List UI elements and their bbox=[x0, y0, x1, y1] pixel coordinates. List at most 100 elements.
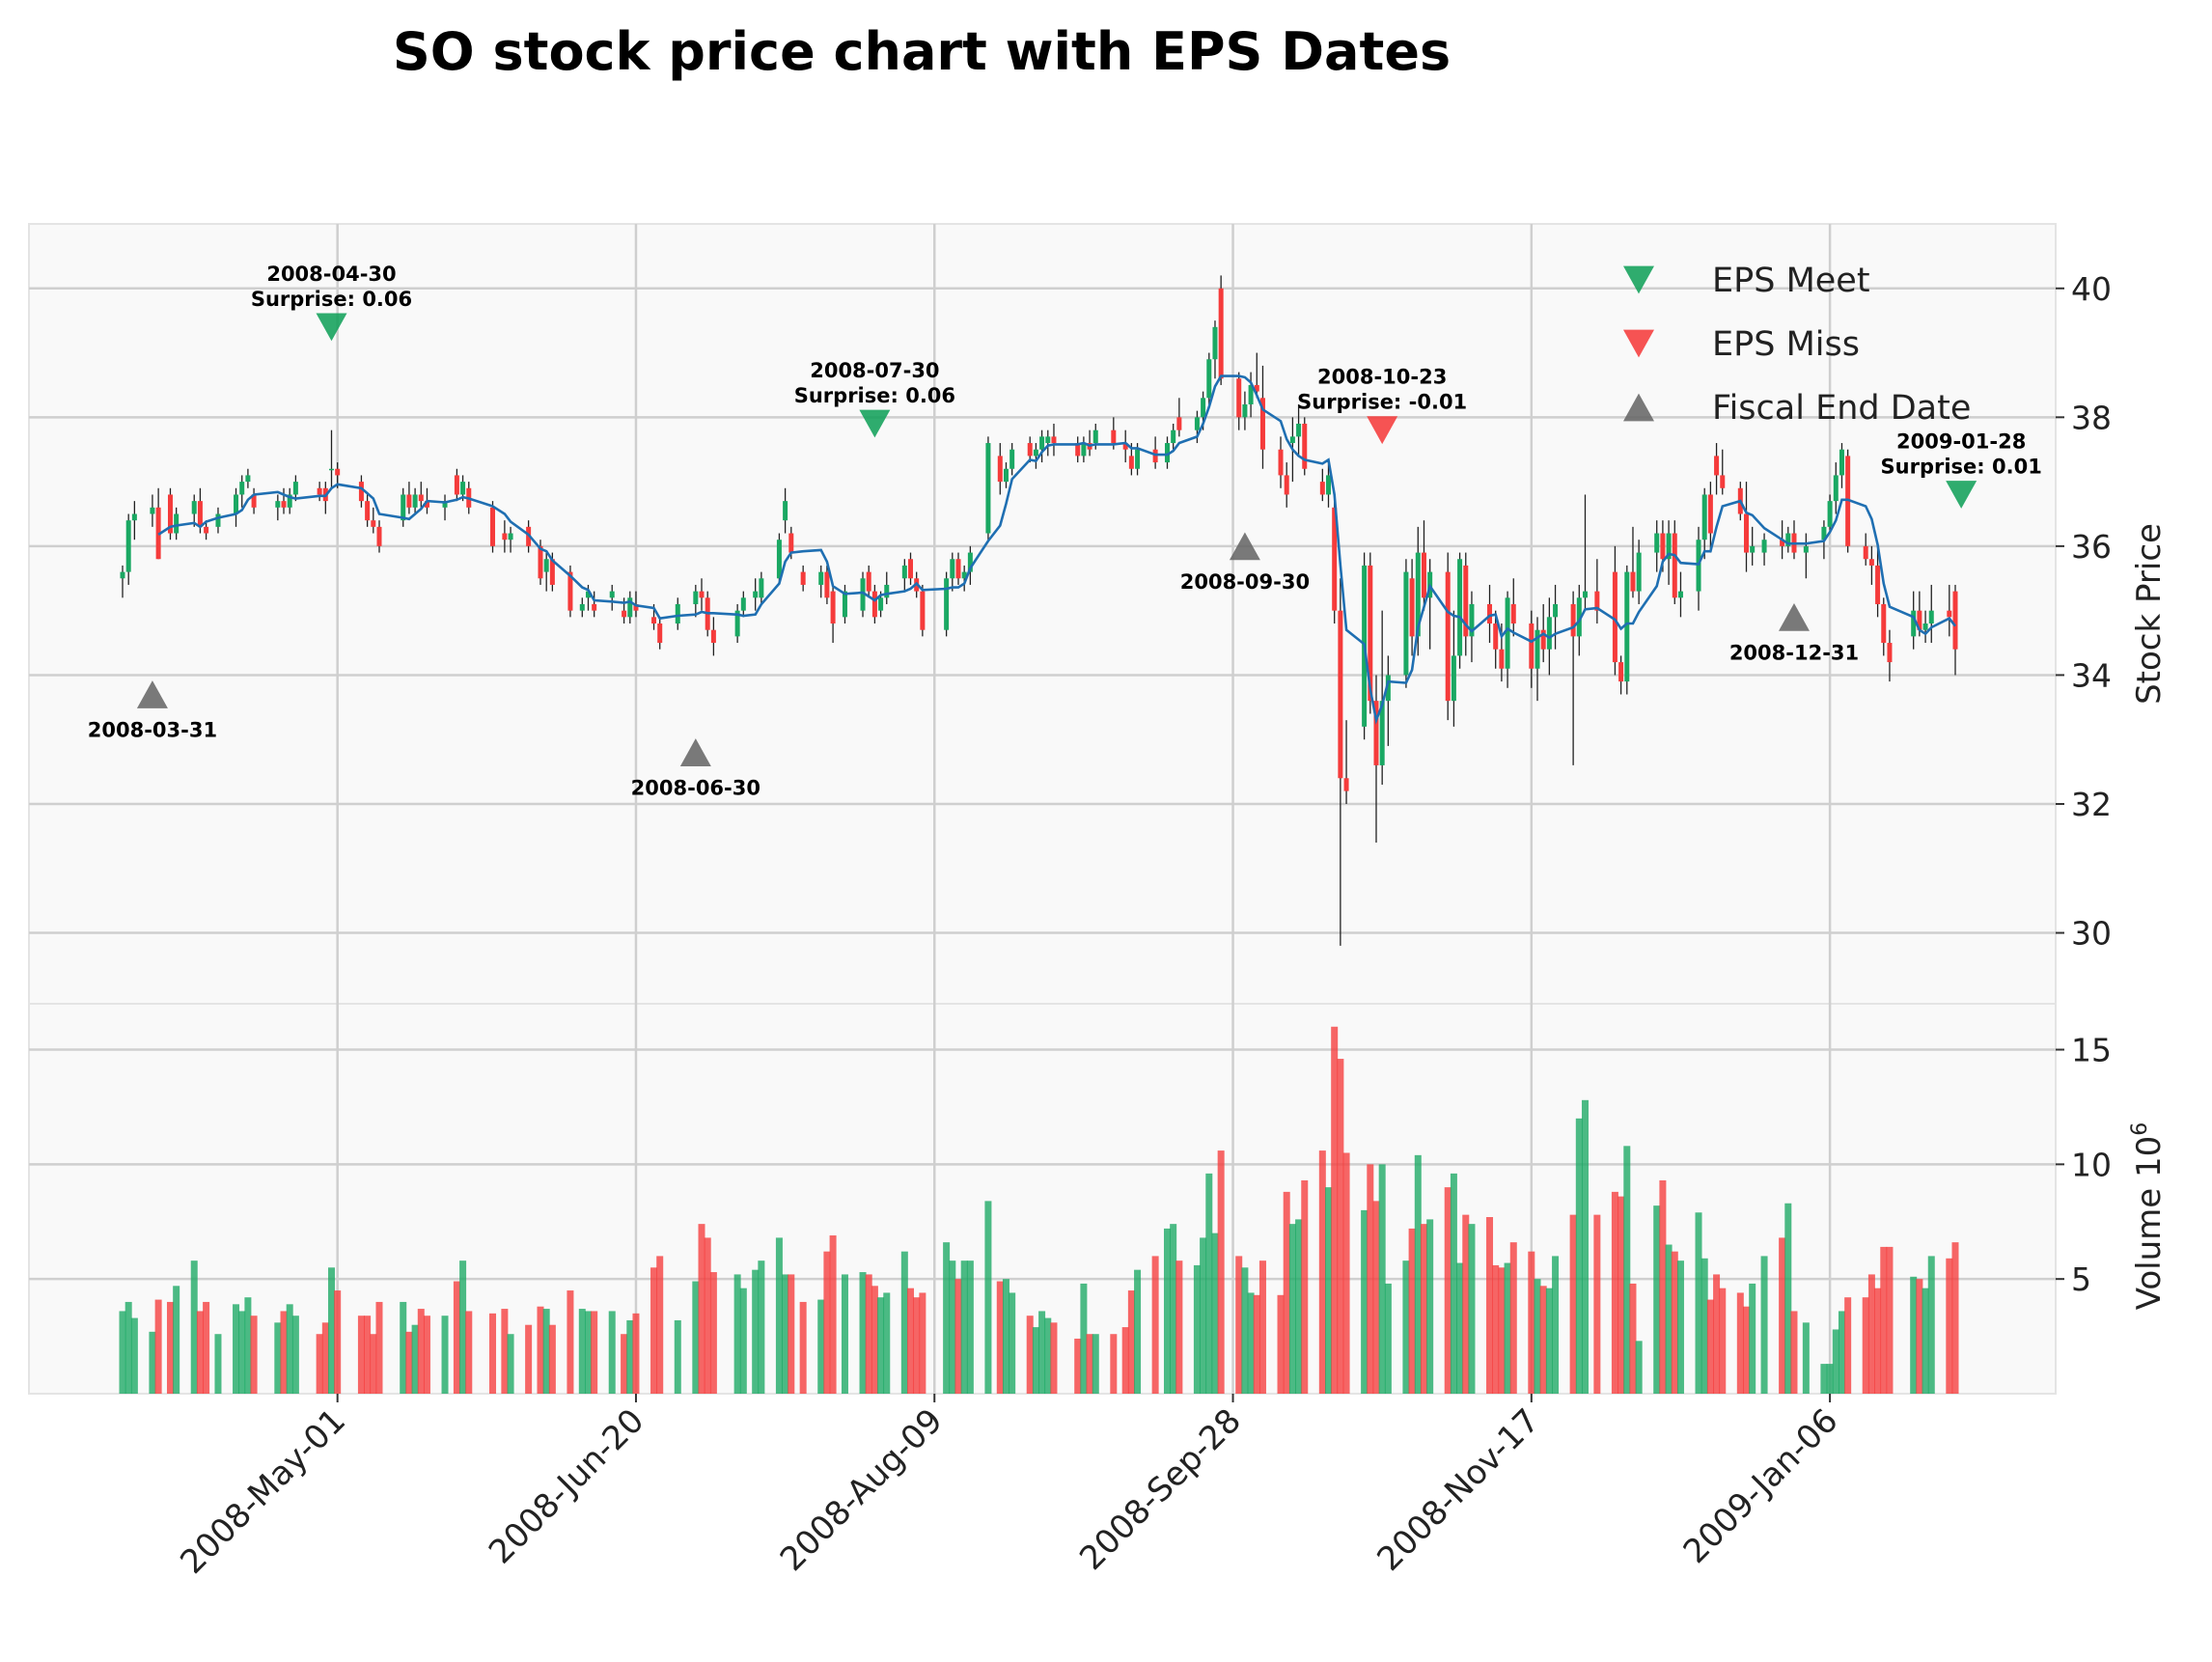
volume-bar bbox=[1337, 1059, 1344, 1394]
volume-bar bbox=[1331, 1026, 1339, 1394]
volume-bar bbox=[1026, 1316, 1034, 1394]
candle-body bbox=[1952, 591, 1958, 650]
volume-bar bbox=[1916, 1279, 1923, 1394]
candle-body bbox=[579, 603, 585, 611]
volume-bar bbox=[1372, 1201, 1380, 1394]
candle-body bbox=[651, 617, 657, 624]
candle-body bbox=[371, 520, 376, 527]
candle-body bbox=[275, 501, 281, 508]
volume-bar bbox=[548, 1324, 556, 1394]
volume-bar bbox=[291, 1316, 299, 1394]
volume-bar bbox=[1910, 1276, 1918, 1394]
fiscal-end-marker bbox=[1778, 602, 1810, 631]
volume-bar bbox=[286, 1304, 293, 1394]
eps-surprise-annotation: Surprise: 0.06 bbox=[251, 288, 412, 311]
volume-bar bbox=[1002, 1279, 1009, 1394]
volume-bar bbox=[1050, 1322, 1058, 1394]
candle-body bbox=[592, 603, 597, 611]
volume-bar bbox=[841, 1274, 848, 1394]
volume-bar bbox=[1880, 1246, 1888, 1394]
candle-body bbox=[1546, 617, 1552, 650]
candle-body bbox=[1122, 443, 1128, 450]
price-axis-label: Stock Price bbox=[2130, 523, 2169, 705]
legend: EPS Meet EPS Miss Fiscal End Date bbox=[1623, 262, 1971, 428]
candle-body bbox=[328, 468, 334, 471]
candle-body bbox=[967, 552, 973, 572]
date-tick-label: 2009-Jan-06 bbox=[1676, 1401, 1846, 1571]
volume-bar bbox=[1581, 1099, 1589, 1394]
volume-bar bbox=[775, 1237, 783, 1394]
candle-body bbox=[955, 559, 961, 579]
volume-bar bbox=[411, 1324, 419, 1394]
candle-body bbox=[1499, 649, 1505, 669]
candle-body bbox=[1510, 603, 1516, 624]
volume-bar bbox=[196, 1311, 204, 1394]
volume-bar bbox=[1074, 1338, 1082, 1394]
volume-bar bbox=[1342, 1152, 1350, 1394]
volume-bar bbox=[400, 1301, 407, 1394]
volume-bar bbox=[1170, 1224, 1177, 1394]
candle-body bbox=[950, 559, 955, 579]
candle-body bbox=[1582, 591, 1588, 598]
volume-bar bbox=[1318, 1150, 1326, 1394]
volume-bar bbox=[1241, 1267, 1249, 1394]
fiscal-end-marker bbox=[679, 738, 711, 766]
volume-bar bbox=[1695, 1212, 1702, 1394]
volume-bar bbox=[166, 1301, 174, 1394]
volume-tick-label: 15 bbox=[2071, 1032, 2112, 1069]
candle-body bbox=[1194, 417, 1200, 430]
candle-body bbox=[1338, 610, 1343, 779]
candle-body bbox=[818, 571, 824, 585]
volume-bar bbox=[1092, 1334, 1099, 1394]
candle-body bbox=[675, 603, 680, 624]
volume-bar bbox=[859, 1272, 867, 1394]
volume-tick-label: 10 bbox=[2071, 1146, 2112, 1183]
volume-bar bbox=[1659, 1179, 1667, 1394]
candle-body bbox=[908, 559, 914, 579]
candle-body bbox=[1493, 623, 1499, 650]
volume-bar bbox=[823, 1251, 831, 1394]
volume-bar bbox=[233, 1304, 240, 1394]
candle-body bbox=[1051, 436, 1057, 444]
candle-body bbox=[174, 513, 180, 534]
candle-body bbox=[1254, 384, 1259, 392]
candle-body bbox=[1003, 468, 1009, 483]
volume-bar bbox=[119, 1311, 126, 1394]
candle-body bbox=[842, 591, 847, 618]
volume-bar bbox=[591, 1311, 598, 1394]
candle-body bbox=[1570, 603, 1576, 637]
candle-body bbox=[1928, 610, 1934, 624]
volume-bar bbox=[1361, 1209, 1369, 1394]
volume-bar bbox=[865, 1274, 872, 1394]
candle-body bbox=[920, 591, 926, 630]
date-tick-label: 2008-Sep-28 bbox=[1072, 1401, 1249, 1578]
volume-bar bbox=[357, 1316, 365, 1394]
volume-bar bbox=[1749, 1283, 1756, 1394]
volume-bar bbox=[1838, 1311, 1845, 1394]
volume-bar bbox=[674, 1319, 681, 1394]
fiscal-end-marker bbox=[136, 680, 168, 708]
candle-body bbox=[627, 597, 633, 618]
volume-bar bbox=[1713, 1274, 1721, 1394]
candle-body bbox=[1720, 475, 1726, 488]
candle-body bbox=[734, 610, 740, 637]
volume-bar bbox=[1820, 1364, 1828, 1394]
candle-body bbox=[1259, 398, 1265, 450]
candle-body bbox=[204, 526, 209, 534]
volume-bar bbox=[900, 1251, 908, 1394]
candle-body bbox=[1201, 398, 1206, 418]
candle-body bbox=[860, 578, 866, 611]
candle-body bbox=[1343, 778, 1349, 791]
candle-body bbox=[215, 513, 221, 527]
volume-bar bbox=[453, 1281, 460, 1394]
candle-body bbox=[287, 494, 292, 508]
candle-body bbox=[358, 482, 364, 502]
date-tick-label: 2008-May-01 bbox=[173, 1401, 353, 1582]
candle-body bbox=[1009, 449, 1015, 469]
volume-bar bbox=[1509, 1242, 1517, 1394]
volume-bar bbox=[966, 1260, 974, 1394]
volume-bar bbox=[1325, 1187, 1333, 1394]
volume-bar bbox=[1283, 1191, 1290, 1394]
volume-bar bbox=[733, 1274, 741, 1394]
